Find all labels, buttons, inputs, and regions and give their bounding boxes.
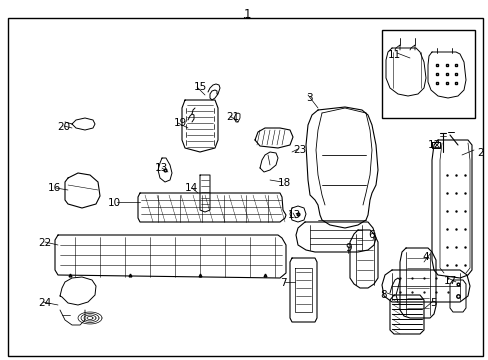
Text: 19: 19 (174, 118, 187, 128)
Text: 3: 3 (305, 93, 312, 103)
Text: 9: 9 (345, 243, 351, 253)
Text: 11: 11 (387, 50, 401, 60)
Text: 20: 20 (57, 122, 70, 132)
Bar (381, 30, 474, 118)
Text: 7: 7 (280, 278, 286, 288)
Text: 10: 10 (108, 198, 121, 208)
Text: 16: 16 (48, 183, 61, 193)
Text: 4: 4 (421, 252, 428, 262)
Text: 2: 2 (476, 148, 483, 158)
Text: 18: 18 (278, 178, 291, 188)
Text: 6: 6 (367, 230, 374, 240)
Text: 13: 13 (155, 163, 168, 173)
Text: 15: 15 (194, 82, 207, 92)
Text: 8: 8 (379, 290, 386, 300)
Text: 24: 24 (38, 298, 51, 308)
Text: 21: 21 (225, 112, 239, 122)
Text: 23: 23 (292, 145, 305, 155)
Text: 13: 13 (287, 210, 301, 220)
Text: 14: 14 (184, 183, 198, 193)
Text: 17: 17 (443, 276, 456, 286)
Text: 1: 1 (244, 8, 251, 21)
Text: 22: 22 (38, 238, 51, 248)
Text: 5: 5 (429, 298, 436, 308)
Text: 12: 12 (427, 140, 440, 150)
